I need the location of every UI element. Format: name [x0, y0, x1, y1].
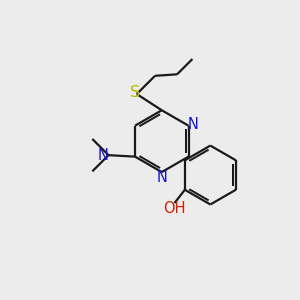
Text: N: N: [188, 117, 199, 132]
Text: N: N: [156, 169, 167, 184]
Text: OH: OH: [163, 201, 186, 216]
Text: N: N: [98, 148, 109, 163]
Text: S: S: [130, 85, 140, 100]
